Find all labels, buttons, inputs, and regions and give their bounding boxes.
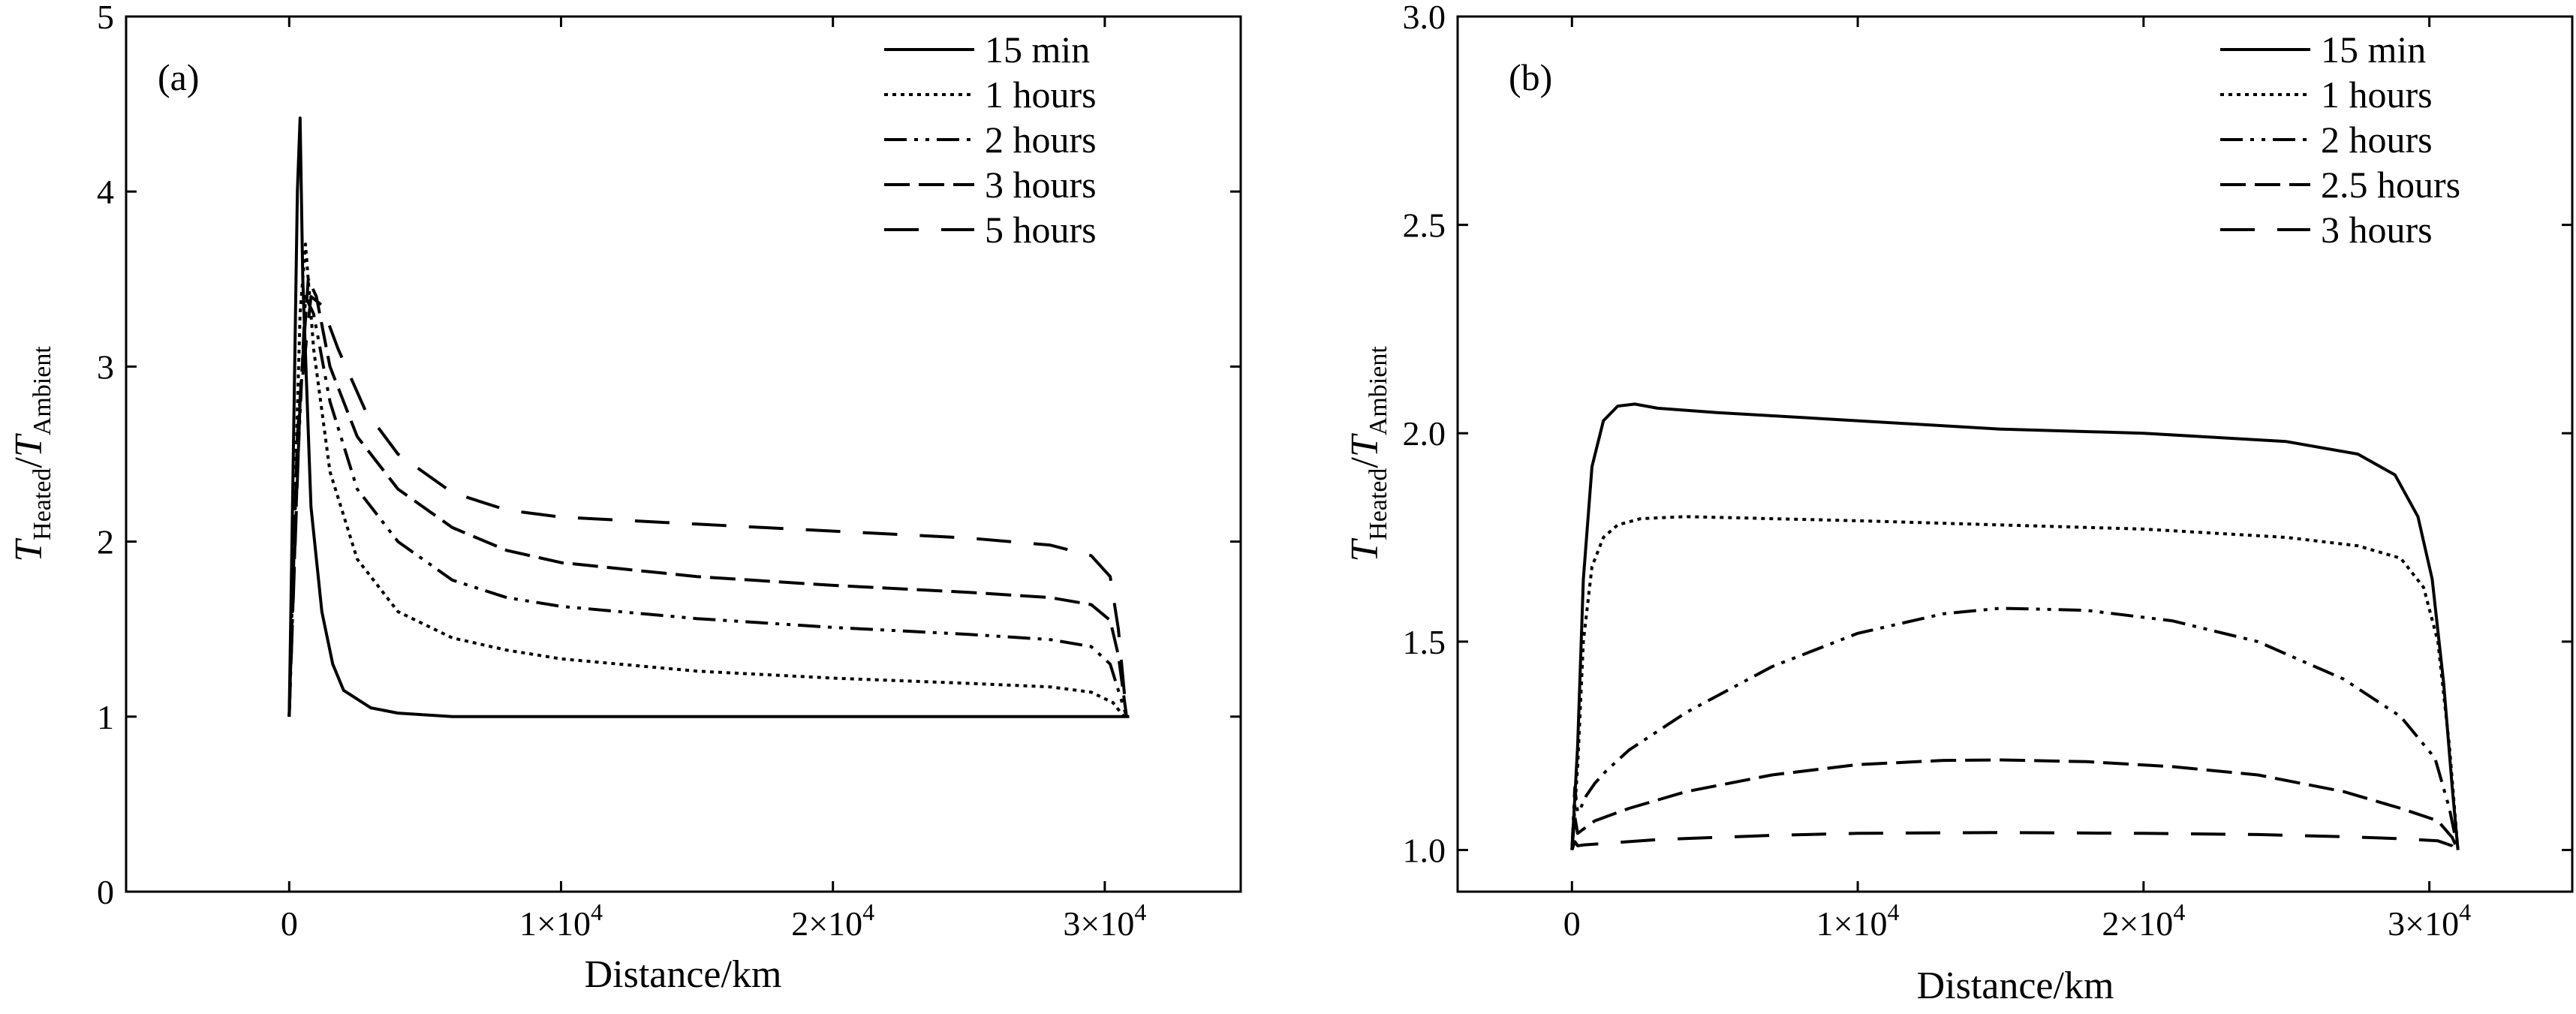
panel-a-x-tick-mantissa: 0 [281, 904, 298, 943]
panel-a-legend-label: 2 hours [985, 119, 1097, 161]
panel-a-y-tick-label: 2 [97, 523, 114, 561]
panel-b-x-tick-mantissa: 2×10 [2102, 904, 2173, 943]
panel-a-y-axis-t2: T [8, 433, 50, 457]
panel-a-x-tick-label: 0 [281, 904, 298, 943]
panel-b-y-axis-t1: T [1344, 538, 1386, 562]
panel-b-legend-label: 2 hours [2321, 119, 2433, 161]
panel-a-legend-label: 3 hours [985, 164, 1097, 206]
panel-b-y-tick-label: 1.5 [1403, 623, 1446, 661]
panel-b-y-tick-label: 3.0 [1403, 0, 1446, 36]
panel-b-y-ticks: 1.0 1.5 2.0 2.5 3.0 [1403, 0, 2572, 869]
panel-a-legend-label: 1 hours [985, 74, 1097, 116]
panel-b-x-tick-exponent: 4 [1888, 898, 1900, 925]
panel-b-y-tick-label: 2.0 [1403, 414, 1446, 453]
panel-b-x-tick-mantissa: 1×10 [1816, 904, 1888, 943]
panel-a-x-tick-label: 2×104 [791, 898, 874, 943]
panel-a-y-axis-t1: T [8, 538, 50, 562]
panel-b-legend-label: 15 min [2321, 29, 2426, 71]
panel-b-frame [1456, 15, 2574, 893]
panel-a-legend-label: 5 hours [985, 209, 1097, 251]
panel-b-x-tick-exponent: 4 [2173, 898, 2185, 925]
panel-b-legend-label: 2.5 hours [2321, 164, 2460, 206]
panel-b-y-tick-label: 1.0 [1403, 831, 1446, 869]
panel-b: (b) 0 1×104 2×104 3×104 1.01.52.02.53.0 15 … [1344, 0, 2574, 1007]
panel-b-x-tick-mantissa: 0 [1563, 904, 1581, 943]
panel-a-x-axis-title: Distance/km [585, 953, 782, 996]
panel-a-x-tick-label: 1×104 [519, 898, 603, 943]
panel-a-y-tick-label: 1 [97, 698, 114, 736]
panel-b-x-tick-mantissa: 3×10 [2388, 904, 2459, 943]
panel-b-x-tick-label: 1×104 [1816, 898, 1900, 943]
panel-a-y-tick-label: 4 [97, 173, 114, 211]
panel-b-series [1570, 402, 2460, 852]
panel-b-x-tick-label: 0 [1563, 904, 1581, 943]
panel-a-x-tick-mantissa: 2×10 [791, 904, 862, 943]
panel-b-y-tick-label: 2.5 [1403, 206, 1446, 245]
panel-a-series-line-15-min [287, 116, 1130, 718]
panel-a-x-tick-mantissa: 3×10 [1063, 904, 1134, 943]
panel-b-series-line-3-hours [1570, 831, 2459, 852]
panel-a-y-tick-label: 3 [97, 348, 114, 386]
panel-a-x-tick-label: 3×104 [1063, 898, 1146, 943]
panel-b-series-line-2-5-hours [1570, 758, 2460, 851]
panel-a-series-line-1-hours [287, 242, 1125, 718]
panel-a-legend-label: 15 min [985, 29, 1090, 71]
panel-a-y-axis-title: THeated/TAmbient [8, 346, 56, 562]
panel-a-label: (a) [158, 56, 200, 98]
panel-a-series-line-3-hours [287, 277, 1128, 718]
panel-a-series-line-2-hours [287, 295, 1128, 718]
panel-b-legend-label: 3 hours [2321, 209, 2433, 251]
panel-b-series-line-2-hours [1570, 606, 2460, 850]
panel-b-y-axis-sub1: Heated [1365, 468, 1392, 540]
panel-b-x-ticks: 0 1×104 2×104 3×104 [1563, 17, 2471, 943]
panel-b-x-tick-exponent: 4 [2459, 898, 2471, 925]
panel-b-series-line-15-min [1570, 402, 2460, 850]
panel-b-y-axis-title: THeated/TAmbient [1344, 346, 1392, 562]
panel-a-series [287, 116, 1130, 718]
panel-a-y-tick-label: 5 [97, 0, 114, 36]
panel-b-x-axis-title: Distance/km [1917, 964, 2114, 1007]
panel-a-x-tick-mantissa: 1×10 [519, 904, 591, 943]
panel-a-y-tick-label: 0 [97, 873, 114, 911]
panel-a-x-tick-exponent: 4 [862, 898, 874, 925]
panel-a-y-axis-sub2: Ambient [29, 346, 56, 436]
panel-b-y-axis-sub2: Ambient [1365, 346, 1392, 436]
panel-b-y-axis-slash: / [1344, 457, 1386, 468]
panel-a-x-ticks: 0 1×104 2×104 3×104 [281, 17, 1146, 943]
panel-b-legend-label: 1 hours [2321, 74, 2433, 116]
panel-a-y-axis-sub1: Heated [29, 468, 56, 540]
panel-a-y-axis-slash: / [8, 457, 50, 468]
panel-b-x-tick-label: 2×104 [2102, 898, 2185, 943]
panel-b-y-axis-t2: T [1344, 433, 1386, 457]
panel-a-y-ticks: 0 1 2 3 4 5 [97, 0, 1241, 911]
panel-a-x-tick-exponent: 4 [591, 898, 603, 925]
panel-b-label: (b) [1509, 56, 1552, 98]
panel-b-x-tick-label: 3×104 [2388, 898, 2471, 943]
panel-b-series-line-1-hours [1570, 515, 2460, 850]
panel-a-x-tick-exponent: 4 [1134, 898, 1146, 925]
panel-a-frame [125, 15, 1242, 893]
panel-a-series-line-5-hours [287, 295, 1128, 717]
